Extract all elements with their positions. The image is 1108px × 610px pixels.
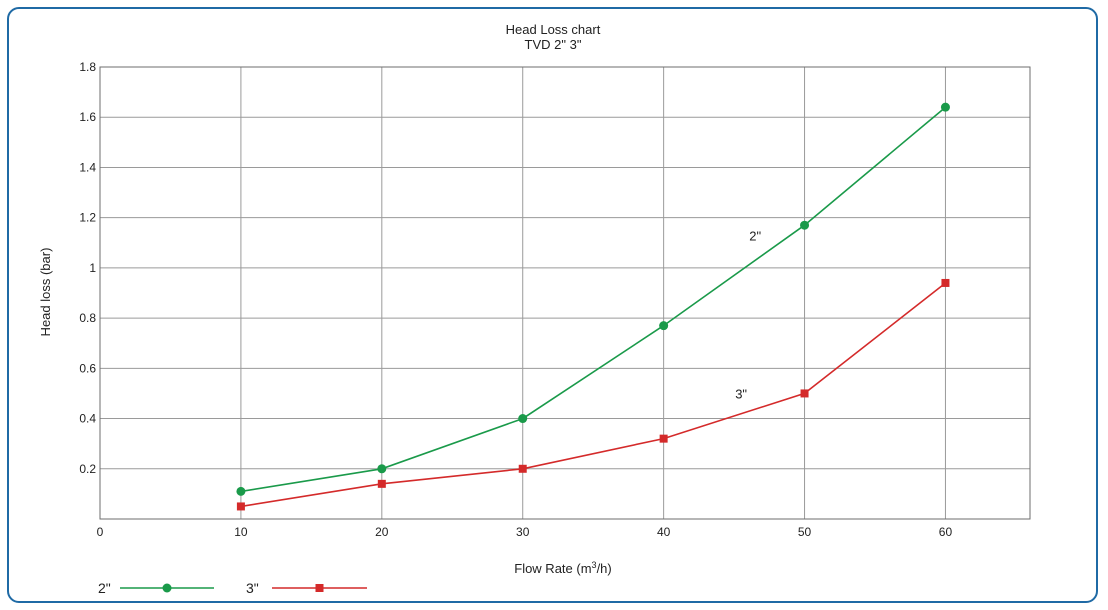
legend-label-1: 2" bbox=[98, 580, 111, 596]
legend-label-2: 3" bbox=[246, 580, 259, 596]
series-line-1 bbox=[240, 106, 947, 493]
x-tick-label: 30 bbox=[516, 525, 530, 539]
legend-marker-2 bbox=[315, 584, 324, 592]
series-annotation: 2" bbox=[749, 228, 761, 243]
chart-title: Head Loss chart bbox=[506, 22, 601, 37]
y-tick-label: 0.6 bbox=[79, 361, 96, 375]
data-point-2 bbox=[659, 434, 668, 443]
y-tick-label: 0.8 bbox=[79, 311, 96, 325]
data-point-2 bbox=[800, 389, 809, 398]
y-tick-label: 0.2 bbox=[79, 462, 96, 476]
y-tick-label: 1.2 bbox=[79, 211, 96, 225]
x-tick-label: 10 bbox=[234, 525, 248, 539]
data-point-2 bbox=[377, 479, 386, 488]
y-tick-label: 1.6 bbox=[79, 110, 96, 124]
x-tick-label: 50 bbox=[798, 525, 812, 539]
chart-subtitle: TVD 2" 3" bbox=[525, 37, 582, 52]
plot-border bbox=[99, 66, 1031, 520]
x-tick-label: 60 bbox=[939, 525, 953, 539]
y-tick-label: 1.4 bbox=[79, 160, 96, 174]
series-annotation: 3" bbox=[735, 386, 747, 401]
data-point-1 bbox=[518, 414, 528, 424]
plot-area: 0 10 20 30 40 50 60 0.2 0.4 0.6 0.8 1 1.2 1.4 1.6 1.8 2"… bbox=[79, 60, 1031, 539]
data-point-1 bbox=[940, 102, 950, 112]
y-tick-label: 1.8 bbox=[79, 60, 96, 74]
data-point-1 bbox=[800, 220, 810, 230]
data-point-2 bbox=[236, 502, 245, 511]
legend: 2" 3" bbox=[98, 580, 367, 596]
y-tick-label: 0.4 bbox=[79, 412, 96, 426]
x-tick-label: 0 bbox=[97, 525, 104, 539]
series-line-2 bbox=[240, 282, 946, 508]
legend-marker-1 bbox=[162, 583, 172, 593]
y-axis-label: Head loss (bar) bbox=[38, 248, 53, 337]
data-point-1 bbox=[236, 486, 246, 496]
x-tick-label: 40 bbox=[657, 525, 671, 539]
data-point-2 bbox=[941, 278, 950, 287]
data-point-2 bbox=[518, 464, 527, 473]
x-tick-label: 20 bbox=[375, 525, 389, 539]
data-point-1 bbox=[659, 321, 669, 331]
x-axis-label: Flow Rate (m3/h) bbox=[514, 560, 611, 576]
y-tick-label: 1 bbox=[89, 261, 96, 275]
data-point-1 bbox=[377, 464, 387, 474]
